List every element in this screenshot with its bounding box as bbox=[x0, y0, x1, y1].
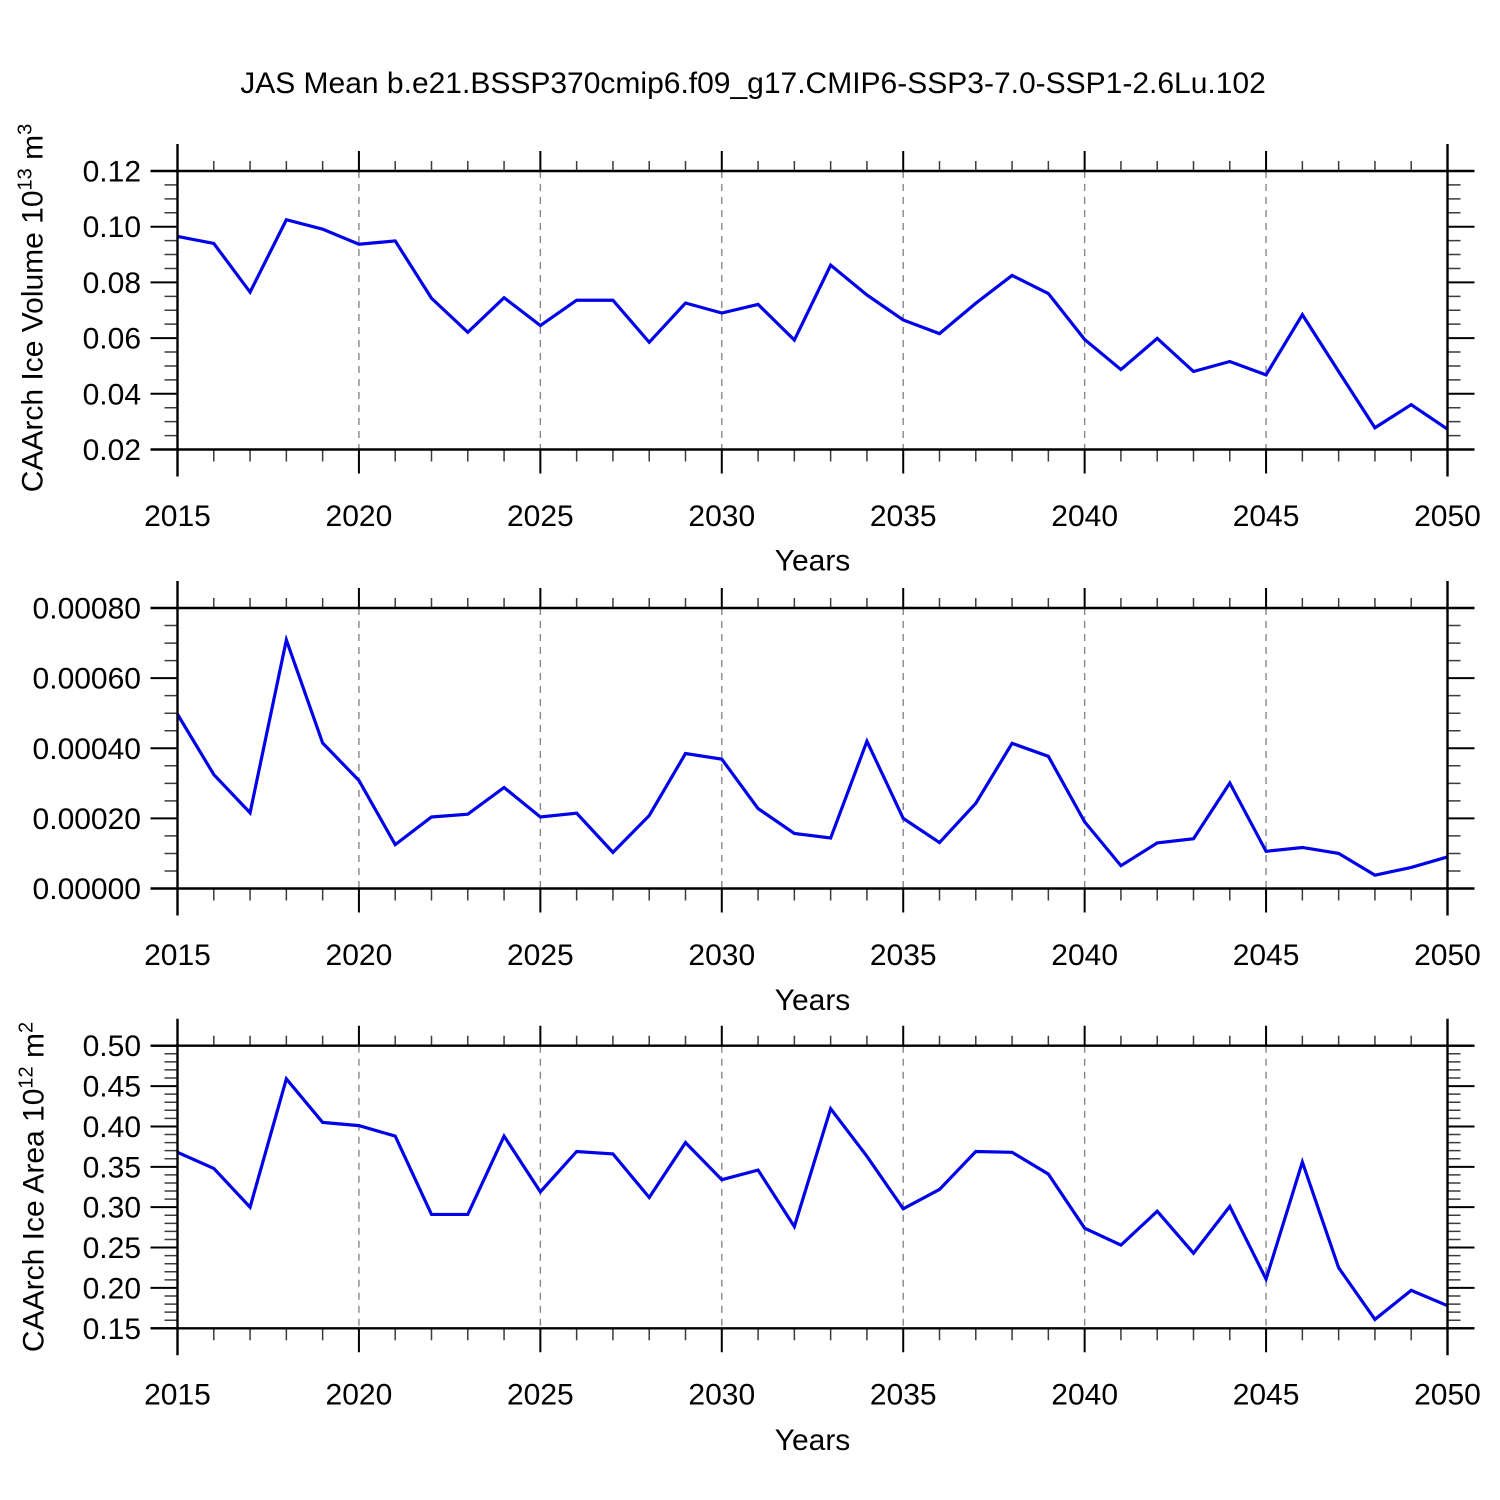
x-tick-label: 2025 bbox=[507, 939, 574, 972]
x-tick-label: 2025 bbox=[507, 500, 574, 533]
panel-caarch-ice-volume: 0.02 0.04 0.06 0.08 0.10 0.12 2015 2020 2025 2030… bbox=[15, 124, 1481, 578]
major-ticks bbox=[150, 1025, 1475, 1353]
y-tick-label: 0.35 bbox=[83, 1151, 141, 1184]
y-axis-title: CAArch Ice Volume 1013​ m3​ bbox=[15, 124, 50, 493]
y-tick-label: 0.08 bbox=[83, 267, 141, 300]
chart-title: JAS Mean b.e21.BSSP370cmip6.f09_g17.CMIP… bbox=[240, 67, 1266, 100]
y-tick-label: 0.15 bbox=[83, 1313, 141, 1346]
y-tick-label: 0.00080 bbox=[33, 593, 141, 626]
y-tick-label: 0.04 bbox=[83, 378, 141, 411]
x-axis-title: Years bbox=[775, 1424, 851, 1457]
x-tick-label: 2050 bbox=[1414, 500, 1481, 533]
x-tick-label: 2015 bbox=[144, 1379, 211, 1412]
y-tick-label: 0.45 bbox=[83, 1071, 141, 1104]
y-tick-label: 0.20 bbox=[83, 1272, 141, 1305]
dashed-gridlines bbox=[358, 1045, 1267, 1329]
y-tick-label: 0.30 bbox=[83, 1192, 141, 1225]
x-tick-label: 2045 bbox=[1233, 939, 1300, 972]
major-ticks bbox=[150, 588, 1475, 913]
y-tick-label: 0.12 bbox=[83, 156, 141, 189]
panel-caarch-ice-area: 0.15 0.20 0.25 0.30 0.35 0.40 0.45 0.50 2015 2020… bbox=[16, 1018, 1481, 1457]
x-tick-label: 2015 bbox=[144, 939, 211, 972]
plot-frame bbox=[150, 581, 1475, 916]
x-tick-label: 2040 bbox=[1051, 1379, 1118, 1412]
x-tick-label: 2050 bbox=[1414, 1379, 1481, 1412]
x-tick-label: 2045 bbox=[1233, 1379, 1300, 1412]
x-tick-label: 2015 bbox=[144, 500, 211, 533]
major-ticks bbox=[150, 151, 1475, 474]
panels: 0.02 0.04 0.06 0.08 0.10 0.12 2015 2020 2025 2030… bbox=[15, 124, 1481, 1457]
x-tick-label: 2035 bbox=[870, 939, 937, 972]
x-tick-label: 2045 bbox=[1233, 500, 1300, 533]
y-axis-title: CAArch Ice Area 1012​ m2​ bbox=[16, 1022, 51, 1352]
x-tick-label: 2030 bbox=[688, 500, 755, 533]
x-tick-label: 2035 bbox=[870, 500, 937, 533]
x-tick-label: 2020 bbox=[326, 500, 393, 533]
data-line-caarch-panel-2 bbox=[176, 633, 1448, 877]
minor-ticks bbox=[164, 598, 1461, 901]
x-tick-label: 2040 bbox=[1051, 500, 1118, 533]
x-tick-label: 2035 bbox=[870, 1379, 937, 1412]
y-tick-label: 0.00020 bbox=[33, 803, 141, 836]
y-tick-label: 0.10 bbox=[83, 211, 141, 244]
data-line-caarch-ice-volume bbox=[177, 217, 1449, 431]
dashed-gridlines bbox=[358, 608, 1267, 889]
x-tick-label: 2020 bbox=[326, 939, 393, 972]
y-tick-label: 0.00040 bbox=[33, 733, 141, 766]
y-tick-label: 0.06 bbox=[83, 323, 141, 356]
x-tick-label: 2040 bbox=[1051, 939, 1118, 972]
y-tick-label: 0.02 bbox=[83, 434, 141, 467]
dashed-gridlines bbox=[358, 171, 1267, 450]
panel-caarch-panel-2: 0.00000 0.00020 0.00040 0.00060 0.00080 2015 2… bbox=[33, 581, 1481, 1017]
x-tick-label: 2020 bbox=[326, 1379, 393, 1412]
x-tick-label: 2025 bbox=[507, 1379, 574, 1412]
y-tick-label: 0.25 bbox=[83, 1232, 141, 1265]
data-line-caarch-ice-area bbox=[176, 1075, 1449, 1322]
x-tick-label: 2030 bbox=[688, 939, 755, 972]
x-axis-title: Years bbox=[775, 545, 851, 578]
y-tick-label: 0.40 bbox=[83, 1111, 141, 1144]
x-axis-title: Years bbox=[775, 984, 851, 1017]
plot-frame bbox=[150, 1018, 1475, 1356]
minor-ticks bbox=[164, 1035, 1461, 1341]
y-tick-label: 0.00000 bbox=[33, 873, 141, 906]
x-tick-label: 2050 bbox=[1414, 939, 1481, 972]
plot-frame bbox=[150, 144, 1475, 477]
y-tick-label: 0.50 bbox=[83, 1030, 141, 1063]
x-tick-label: 2030 bbox=[688, 1379, 755, 1412]
y-tick-label: 0.00060 bbox=[33, 663, 141, 696]
minor-ticks bbox=[164, 161, 1461, 462]
